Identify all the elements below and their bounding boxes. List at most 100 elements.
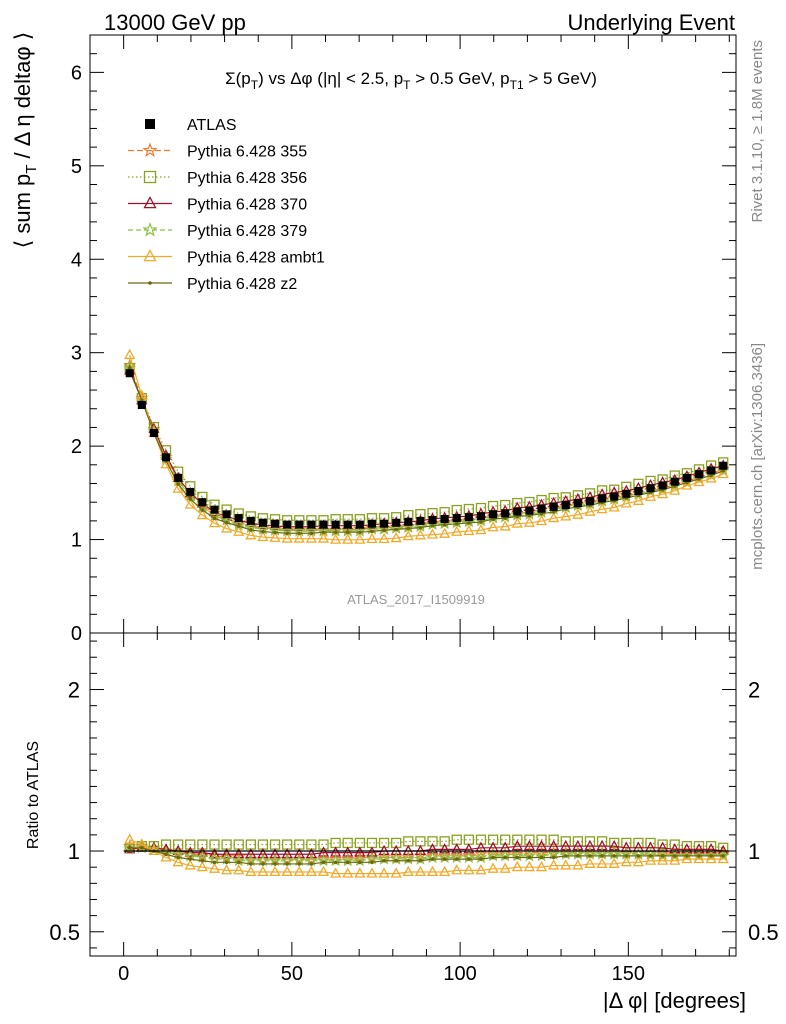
ratio-point-z2	[224, 860, 229, 865]
y-tick-label: 5	[71, 156, 82, 178]
atlas-point	[198, 498, 207, 507]
ratio-point-ambt1	[257, 865, 269, 877]
point-z2	[188, 497, 193, 501]
ratio-point-356	[391, 837, 402, 849]
ratio-point-379	[668, 848, 682, 862]
ratio-point-z2	[370, 860, 374, 865]
ratio-point-z2	[127, 845, 132, 850]
ratio-point-z2	[261, 862, 265, 866]
legend-label-ambt1: Pythia 6.428 ambt1	[187, 250, 325, 267]
ratio-point-z2	[345, 860, 350, 865]
plot-title: Σ(pT) vs Δφ (|η| < 2.5, pT > 0.5 GeV, pT…	[225, 69, 597, 92]
point-z2	[236, 524, 241, 528]
legend-marker-370	[143, 196, 157, 209]
legend: ATLAS Pythia 6.428 355 Pythia 6.428 356 Pyt…	[128, 117, 325, 293]
ratio-point-370	[233, 847, 245, 859]
point-ambt1	[487, 521, 499, 532]
atlas-point	[416, 516, 425, 525]
ratio-point-370	[196, 846, 208, 857]
ratio-point-ambt1	[608, 857, 620, 868]
x-tick-label: 150	[612, 963, 645, 985]
ratio-point-356	[366, 837, 378, 849]
point-z2	[273, 530, 277, 535]
point-z2	[333, 530, 338, 534]
ratio-point-ambt1	[305, 865, 317, 877]
atlas-point	[476, 512, 485, 521]
ratio-point-z2	[588, 854, 592, 858]
ratio-point-ambt1	[511, 860, 523, 872]
ratio-point-ambt1	[366, 867, 378, 878]
y-tick-label: 3	[71, 343, 82, 365]
atlas-point	[331, 520, 340, 529]
ratio-panel-series	[123, 833, 730, 878]
ratio-point-ambt1	[269, 865, 281, 877]
ratio-point-z2	[442, 857, 447, 861]
ratio-point-370	[305, 847, 317, 859]
atlas-point	[513, 507, 522, 516]
atlas-point	[137, 401, 146, 410]
point-ambt1	[560, 510, 572, 521]
legend-marker-ambt1	[143, 249, 157, 262]
x-tick-label: 100	[443, 963, 476, 985]
point-z2	[551, 510, 556, 514]
ratio-point-ambt1	[523, 860, 536, 872]
atlas-point	[149, 429, 158, 438]
legend-label-z2: Pythia 6.428 z2	[187, 276, 297, 293]
ratio-point-356	[536, 834, 547, 845]
ratio-point-z2	[503, 855, 507, 860]
ratio-point-z2	[491, 855, 495, 860]
point-z2	[406, 526, 411, 531]
ratio-point-z2	[236, 860, 241, 865]
ratio-point-ambt1	[293, 865, 305, 877]
ratio-y-axis-label: Ratio to ATLAS	[25, 741, 42, 849]
ratio-point-ambt1	[535, 860, 548, 872]
ratio-point-356	[475, 834, 487, 845]
point-ambt1	[245, 529, 257, 540]
point-ambt1	[160, 458, 172, 469]
ratio-point-ambt1	[669, 854, 681, 865]
atlas-point	[719, 461, 728, 470]
point-ambt1	[572, 508, 584, 519]
point-ambt1	[620, 497, 632, 508]
ratio-point-356	[354, 837, 365, 849]
point-ambt1	[523, 516, 536, 527]
ratio-point-ambt1	[463, 864, 475, 875]
ratio-point-356	[427, 836, 438, 847]
atlas-point	[258, 518, 267, 527]
ratio-point-z2	[672, 854, 677, 858]
ratio-point-ambt1	[584, 857, 596, 868]
ratio-point-ambt1	[245, 865, 257, 877]
point-ambt1	[330, 533, 342, 544]
legend-entry-356: Pythia 6.428 356	[128, 170, 307, 187]
ratio-point-ambt1	[402, 865, 414, 877]
ratio-point-ambt1	[620, 856, 632, 867]
x-tick-label: 50	[281, 963, 303, 985]
atlas-point	[162, 453, 171, 462]
point-ambt1	[669, 484, 681, 495]
point-z2	[370, 529, 374, 534]
y-tick-label: 0	[71, 623, 82, 645]
collision-energy-title: 13000 GeV pp	[104, 10, 246, 35]
ratio-point-z2	[563, 854, 568, 858]
atlas-point	[295, 520, 304, 529]
ratio-point-z2	[612, 854, 617, 858]
point-z2	[176, 482, 180, 486]
ratio-point-356	[512, 834, 523, 845]
ratio-point-z2	[515, 855, 520, 860]
point-z2	[200, 508, 205, 512]
atlas-point	[549, 502, 558, 511]
point-ambt1	[402, 529, 414, 541]
ratio-point-z2	[709, 854, 713, 858]
ratio-point-z2	[648, 854, 653, 858]
ratio-point-ambt1	[184, 859, 196, 870]
atlas-point	[186, 487, 195, 496]
ratio-point-ambt1	[439, 865, 451, 877]
point-ambt1	[317, 532, 330, 543]
legend-entry-ATLAS: ATLAS	[145, 117, 237, 134]
legend-marker-356	[143, 170, 157, 184]
atlas-point	[283, 520, 292, 529]
point-z2	[345, 530, 350, 534]
atlas-point	[634, 486, 643, 495]
atlas-point	[222, 510, 231, 519]
ratio-point-z2	[188, 857, 193, 861]
